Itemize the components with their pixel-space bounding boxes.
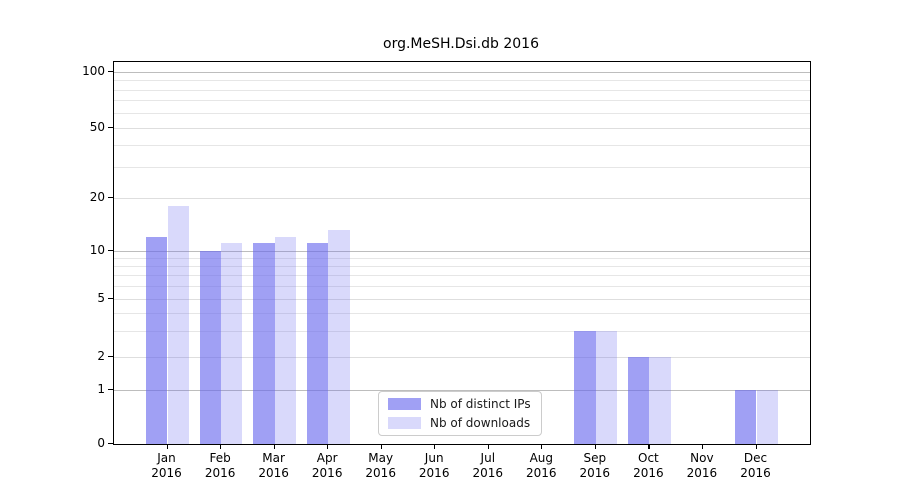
- x-tick-label-jan: Jan 2016: [151, 451, 182, 480]
- gridline-60: [114, 112, 810, 114]
- downloads-bar-dec: [756, 389, 778, 444]
- y-tick-5: [108, 297, 113, 299]
- y-tick-label-5: 5: [97, 290, 105, 305]
- distinct-ips-bar-sep: [574, 330, 596, 444]
- x-tick-oct: [648, 444, 650, 449]
- downloads-bar-mar: [274, 236, 296, 444]
- distinct-ips-bar-mar: [253, 243, 275, 444]
- downloads-bar-apr: [328, 230, 350, 444]
- x-tick-may: [380, 444, 382, 449]
- gridline-50: [114, 127, 810, 129]
- downloads-bar-jan: [167, 205, 189, 444]
- gridline-5: [114, 298, 810, 300]
- y-tick-label-1: 1: [97, 381, 105, 396]
- y-tick-label-2: 2: [97, 348, 105, 363]
- y-tick-20: [108, 196, 113, 198]
- legend-swatch-downloads: [388, 417, 421, 429]
- gridline-30: [114, 166, 810, 168]
- x-tick-jan: [166, 444, 168, 449]
- x-tick-sep: [594, 444, 596, 449]
- x-tick-label-sep: Sep 2016: [579, 451, 611, 480]
- gridline-9: [114, 257, 810, 259]
- downloads-bar-sep: [595, 330, 618, 444]
- x-tick-jul: [487, 444, 489, 449]
- x-tick-jun: [434, 444, 436, 449]
- legend-row-distinct-ips: Nb of distinct IPs: [388, 397, 532, 411]
- legend-row-downloads: Nb of downloads: [388, 416, 532, 430]
- x-tick-label-nov: Nov 2016: [686, 451, 718, 480]
- gridline-90: [114, 80, 810, 81]
- x-tick-feb: [220, 444, 222, 449]
- gridline-3: [114, 330, 810, 332]
- gridline-6: [114, 285, 810, 287]
- gridline-7: [114, 275, 810, 277]
- distinct-ips-bar-jan: [146, 236, 168, 444]
- x-tick-nov: [701, 444, 704, 449]
- gridline-8: [114, 266, 810, 267]
- x-tick-label-apr: Apr 2016: [311, 451, 343, 480]
- distinct-ips-bar-apr: [306, 243, 329, 444]
- gridline-80: [114, 89, 810, 91]
- x-tick-mar: [273, 444, 275, 449]
- y-tick-label-10: 10: [89, 242, 105, 257]
- x-tick-aug: [541, 444, 543, 449]
- legend-label-distinct-ips: Nb of distinct IPs: [430, 397, 531, 411]
- y-tick-label-20: 20: [89, 189, 105, 204]
- x-tick-label-dec: Dec 2016: [740, 451, 771, 480]
- y-tick-0: [108, 443, 113, 445]
- y-tick-10: [108, 249, 113, 251]
- distinct-ips-bar-oct: [628, 356, 650, 444]
- gridline-2: [114, 356, 810, 358]
- x-tick-label-aug: Aug 2016: [526, 451, 557, 480]
- y-tick-2: [108, 355, 113, 357]
- x-tick-apr: [327, 444, 329, 449]
- x-tick-label-may: May 2016: [365, 451, 396, 480]
- y-tick-1: [108, 388, 113, 390]
- distinct-ips-bar-feb: [199, 250, 222, 444]
- gridline-1: [114, 389, 810, 391]
- x-tick-label-jun: Jun 2016: [418, 451, 450, 480]
- gridline-4: [114, 312, 810, 314]
- gridline-70: [114, 100, 810, 102]
- y-tick-label-100: 100: [82, 63, 105, 78]
- downloads-bar-oct: [649, 356, 671, 444]
- x-tick-label-mar: Mar 2016: [258, 451, 289, 480]
- gridline-100: [114, 71, 810, 73]
- plot-area: [113, 61, 811, 445]
- downloads-bar-feb: [221, 243, 243, 444]
- legend-swatch-distinct-ips: [388, 398, 421, 410]
- y-tick-label-0: 0: [97, 436, 105, 450]
- y-tick-100: [108, 70, 113, 72]
- gridline-20: [114, 197, 810, 199]
- gridline-10: [114, 250, 810, 252]
- x-tick-label-jul: Jul 2016: [472, 451, 504, 480]
- x-tick-label-oct: Oct 2016: [633, 451, 664, 480]
- chart-title: org.MeSH.Dsi.db 2016: [383, 36, 539, 52]
- gridline-40: [114, 144, 810, 146]
- distinct-ips-bar-dec: [735, 389, 757, 444]
- y-tick-50: [108, 126, 113, 128]
- legend-label-downloads: Nb of downloads: [430, 416, 531, 430]
- x-tick-label-feb: Feb 2016: [204, 451, 236, 480]
- y-tick-label-50: 50: [89, 119, 105, 134]
- x-tick-dec: [755, 444, 757, 449]
- legend: Nb of distinct IPs Nb of downloads: [378, 391, 542, 436]
